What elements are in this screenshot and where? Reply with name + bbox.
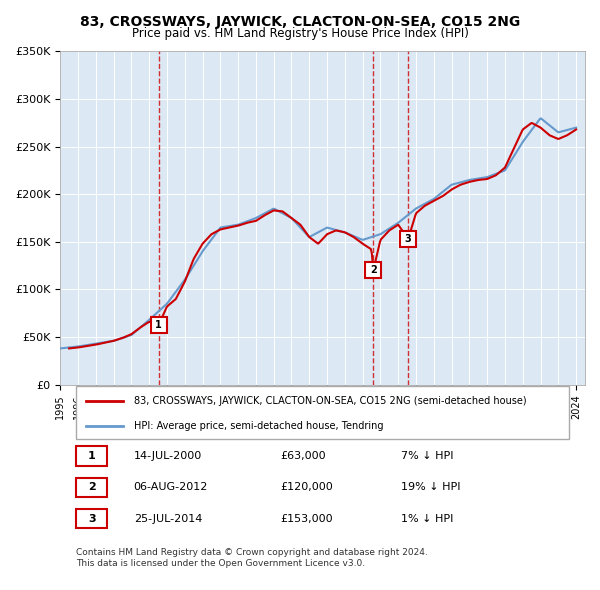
Text: Contains HM Land Registry data © Crown copyright and database right 2024.
This d: Contains HM Land Registry data © Crown c… [76, 548, 428, 568]
Text: 1% ↓ HPI: 1% ↓ HPI [401, 514, 454, 524]
Text: 25-JUL-2014: 25-JUL-2014 [134, 514, 202, 524]
Text: £120,000: £120,000 [281, 483, 334, 493]
Text: 06-AUG-2012: 06-AUG-2012 [134, 483, 208, 493]
Text: 14-JUL-2000: 14-JUL-2000 [134, 451, 202, 461]
FancyBboxPatch shape [76, 509, 107, 529]
FancyBboxPatch shape [76, 386, 569, 439]
Text: 7% ↓ HPI: 7% ↓ HPI [401, 451, 454, 461]
Text: £63,000: £63,000 [281, 451, 326, 461]
Text: Price paid vs. HM Land Registry's House Price Index (HPI): Price paid vs. HM Land Registry's House … [131, 27, 469, 40]
Text: 2: 2 [88, 483, 95, 493]
Text: HPI: Average price, semi-detached house, Tendring: HPI: Average price, semi-detached house,… [134, 421, 383, 431]
Text: 3: 3 [405, 234, 412, 244]
Text: 83, CROSSWAYS, JAYWICK, CLACTON-ON-SEA, CO15 2NG (semi-detached house): 83, CROSSWAYS, JAYWICK, CLACTON-ON-SEA, … [134, 396, 526, 405]
FancyBboxPatch shape [76, 447, 107, 466]
Text: 3: 3 [88, 514, 95, 524]
Text: 19% ↓ HPI: 19% ↓ HPI [401, 483, 461, 493]
Text: 1: 1 [88, 451, 95, 461]
Text: £153,000: £153,000 [281, 514, 333, 524]
Text: 83, CROSSWAYS, JAYWICK, CLACTON-ON-SEA, CO15 2NG: 83, CROSSWAYS, JAYWICK, CLACTON-ON-SEA, … [80, 15, 520, 29]
Text: 1: 1 [155, 320, 162, 330]
Text: 2: 2 [370, 266, 377, 276]
FancyBboxPatch shape [76, 478, 107, 497]
